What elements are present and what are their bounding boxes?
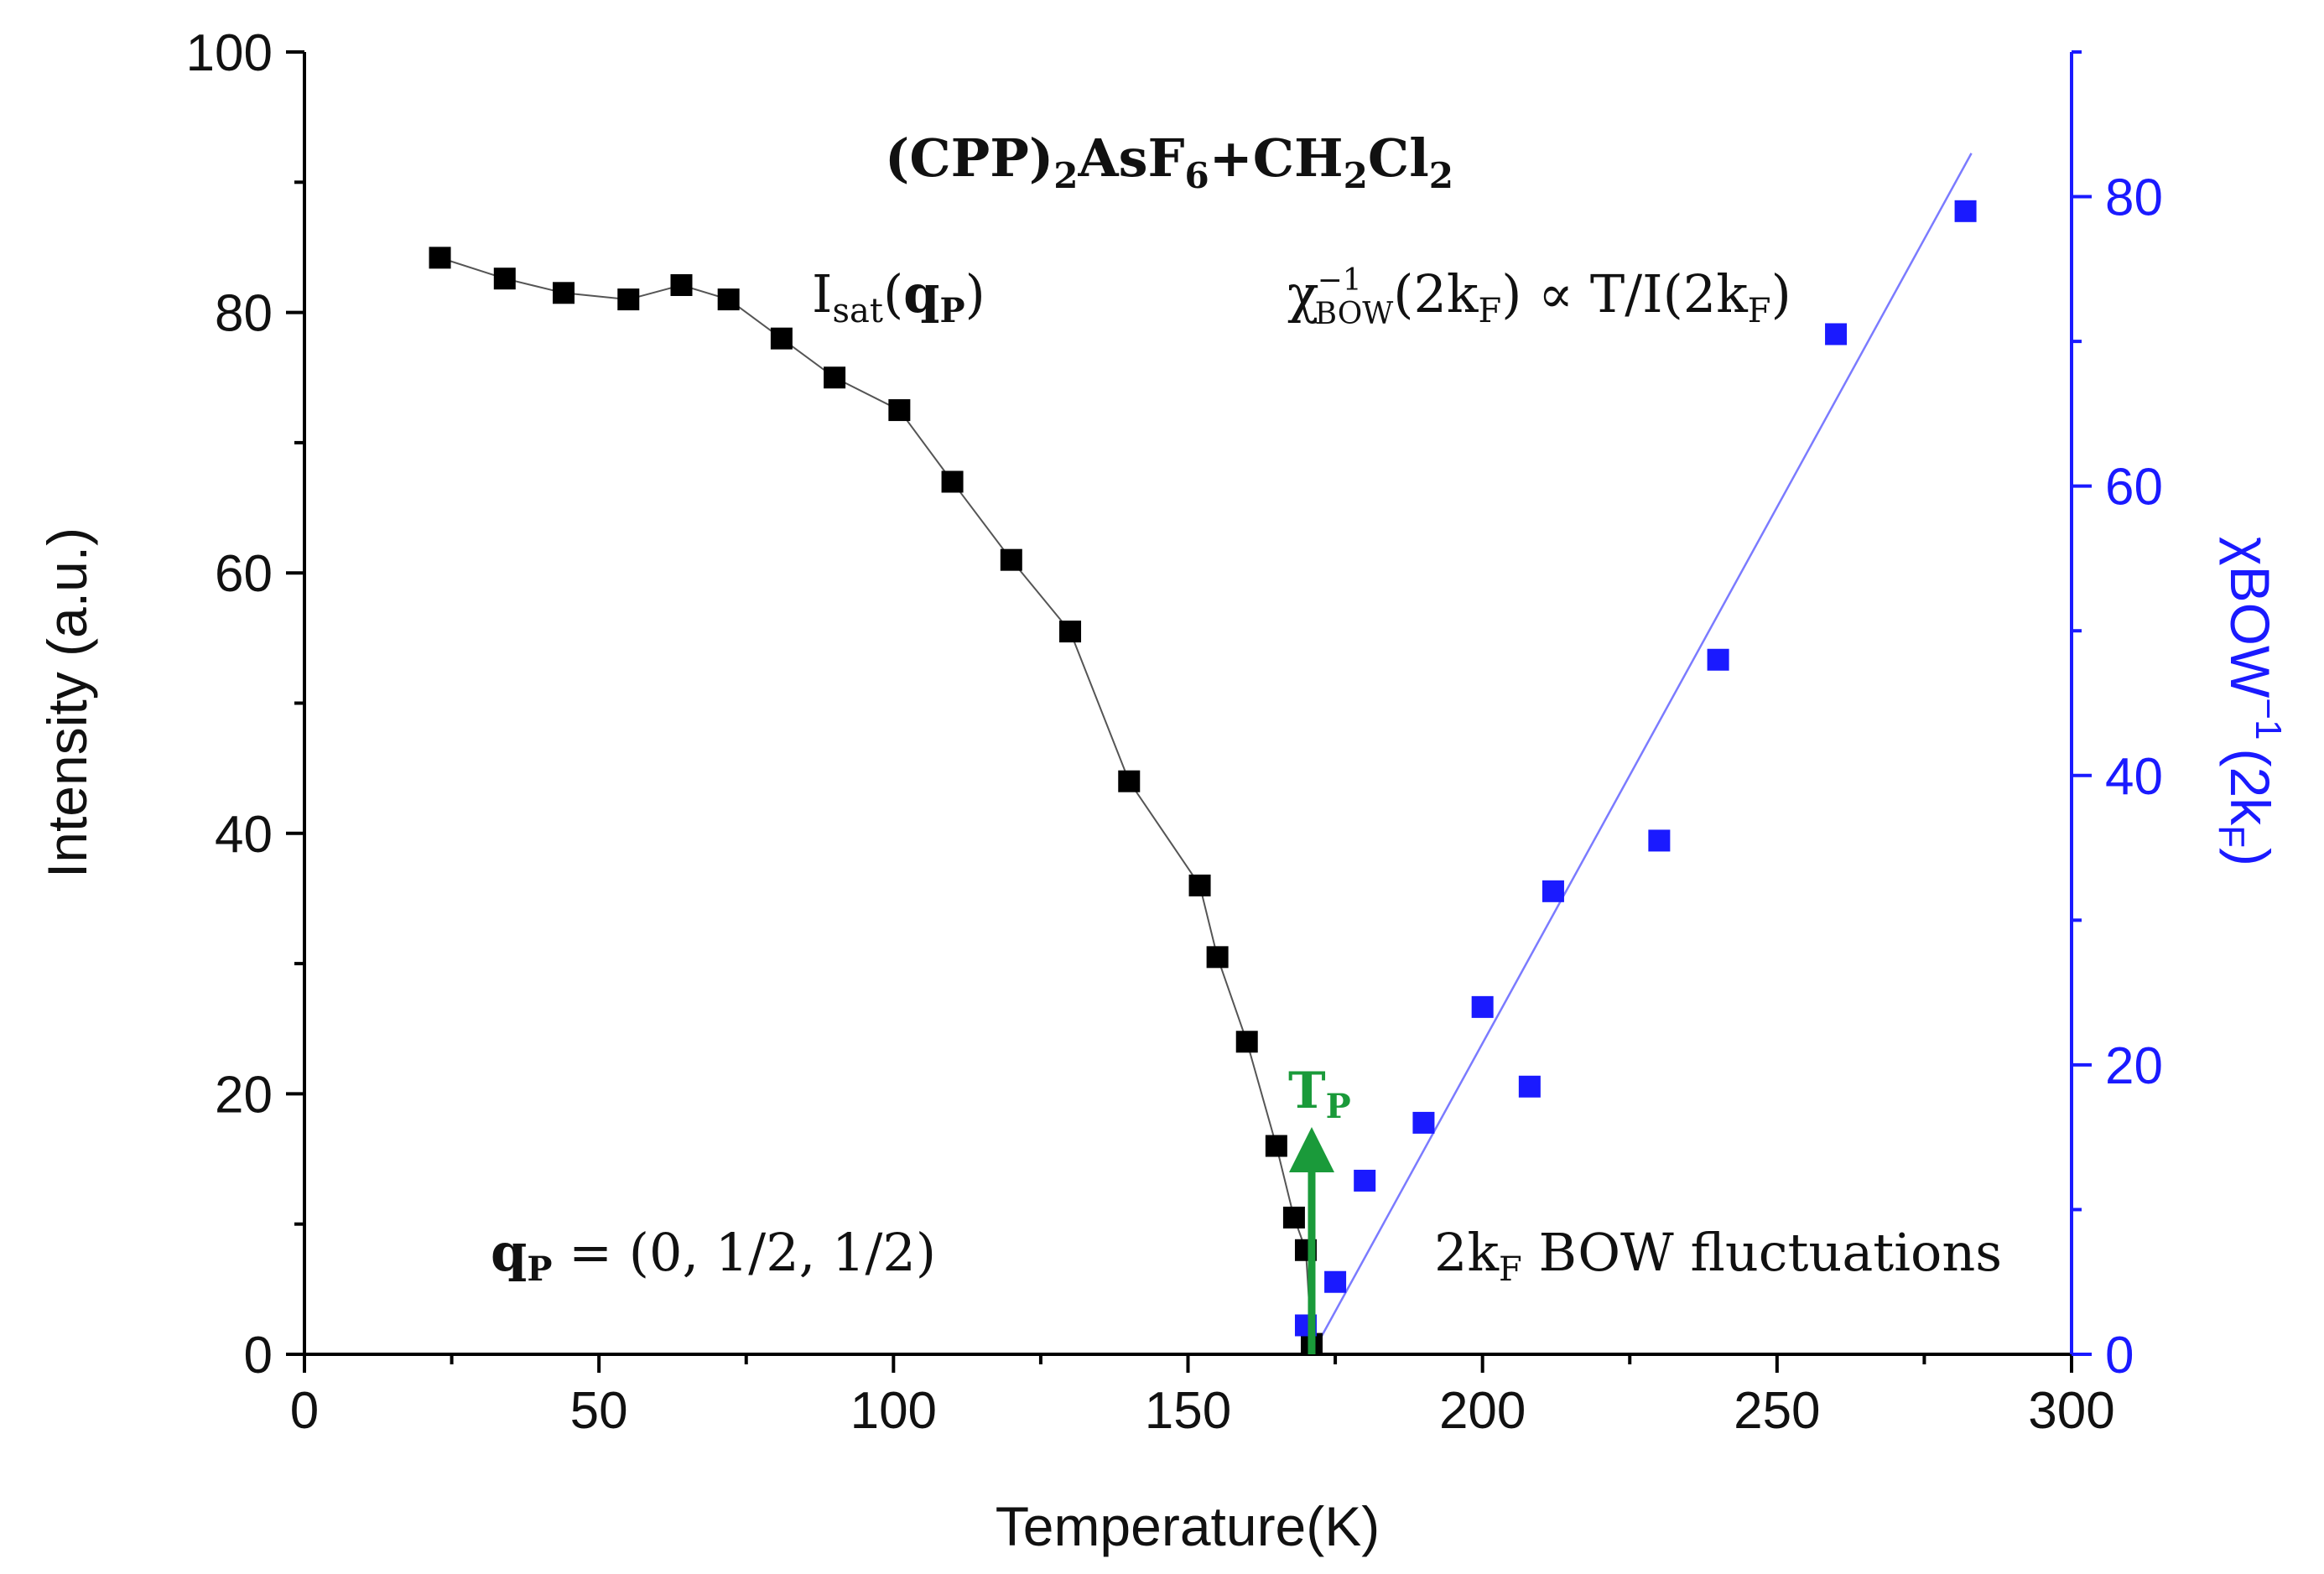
series-0-point-1 (493, 268, 516, 290)
title-part-1: (CPP) (885, 127, 1053, 189)
series-1-point-6 (1542, 880, 1564, 902)
series-1-point-4 (1471, 995, 1494, 1018)
series-0-point-12 (1118, 770, 1141, 792)
x-tick-label-4: 200 (1439, 1382, 1526, 1440)
y2-tick-label-4: 80 (2105, 169, 2163, 227)
x-tick-label-5: 250 (1734, 1382, 1820, 1440)
series-0-point-16 (1265, 1135, 1287, 1157)
tp-label: TP (1288, 1062, 1351, 1126)
chi-sub: BOW (1315, 297, 1394, 331)
series-1-point-3 (1412, 1111, 1435, 1134)
fluct-rest: BOW fluctuations (1522, 1222, 2002, 1283)
qp-label: qP = (0, 1/2, 1/2) (491, 1222, 936, 1289)
qp-main: q (491, 1222, 527, 1283)
y-tick-label-2: 40 (215, 806, 273, 864)
series-1-point-5 (1518, 1075, 1541, 1098)
series-0-point-2 (553, 282, 575, 304)
title-sub-2: 6 (1185, 155, 1209, 196)
series-0-point-4 (670, 273, 693, 296)
x-tick-label-6: 300 (2028, 1382, 2114, 1440)
y2-axis-label: χBOW−1 (2kF) (2211, 537, 2289, 866)
series-1-point-1 (1324, 1270, 1347, 1293)
y2-tick-label-0: 0 (2105, 1327, 2134, 1384)
y2-tick-label-3: 60 (2105, 459, 2163, 517)
chi-rest3: ) (1771, 263, 1791, 325)
y-tick-label-1: 20 (215, 1066, 273, 1124)
title-part-2: AsF (1078, 127, 1185, 189)
title-sub-4: 2 (1429, 155, 1453, 196)
x-axis-label: Temperature(K) (996, 1495, 1380, 1557)
y2-label-rest: (2k (2219, 748, 2281, 826)
series-1-point-2 (1354, 1169, 1376, 1192)
y2-label-close: ) (2219, 848, 2281, 866)
chi-sup: −1 (1318, 263, 1362, 298)
x-tick-label-2: 100 (850, 1382, 937, 1440)
y-tick-label-3: 60 (215, 545, 273, 603)
axes (303, 52, 2073, 1356)
series-0-point-11 (1059, 621, 1082, 643)
chi-rest1: (2k (1393, 263, 1479, 325)
isat-qsub: P (940, 291, 965, 330)
y-tick-label-4: 80 (215, 285, 273, 343)
svg-text:χBOW−1(2kF): χBOW−1 (2kF) (2211, 537, 2289, 866)
series-0-line (439, 257, 1313, 1344)
series-0-point-8 (888, 399, 911, 422)
chart-title: (CPP)2AsF6+CH2Cl2 (885, 127, 1453, 196)
tp-sub: P (1326, 1087, 1351, 1126)
title-part-3: +CH (1209, 127, 1344, 189)
chi-label: χ−1 BOW(2kF) ∝ T/I(2kF) (1287, 263, 1791, 331)
y-tick-label-0: 0 (244, 1327, 273, 1384)
y-axis-label: Intensity (a.u.) (36, 527, 98, 878)
fluctuations-label: 2kF BOW fluctuations (1434, 1222, 2002, 1289)
chi-rest1-sub: F (1479, 292, 1502, 330)
series-0-point-9 (941, 470, 964, 493)
y2-label-sub: F (2211, 825, 2252, 848)
title-part-4: Cl (1368, 127, 1429, 189)
series-0-point-3 (617, 288, 640, 311)
series-0-point-17 (1282, 1206, 1305, 1229)
tp-main: T (1288, 1062, 1326, 1120)
isat-q: q (903, 263, 939, 325)
title-sub-1: 2 (1053, 155, 1078, 196)
y2-tick-label-2: 40 (2105, 748, 2163, 806)
x-tick-label-0: 0 (290, 1382, 319, 1440)
x-tick-label-3: 150 (1145, 1382, 1231, 1440)
series-0-point-6 (770, 327, 793, 350)
y2-tick-label-1: 20 (2105, 1037, 2163, 1095)
isat-open: ( (883, 263, 903, 325)
y2-label-main: χBOW (2219, 537, 2281, 699)
series-1-point-9 (1825, 323, 1848, 345)
series-1-point-10 (1954, 200, 1977, 222)
title-sub-3: 2 (1344, 155, 1368, 196)
chi-main: χ (1287, 263, 1319, 325)
isat-label: Isat(qP) (812, 263, 985, 330)
isat-close: ) (965, 263, 985, 325)
series-0-point-15 (1235, 1031, 1258, 1053)
fluct-sub: F (1499, 1250, 1522, 1289)
series-0-point-0 (429, 247, 451, 269)
series-0-point-13 (1188, 874, 1211, 896)
qp-rest: = (0, 1/2, 1/2) (552, 1222, 936, 1283)
qp-sub: P (527, 1249, 552, 1289)
isat-main: I (812, 263, 833, 325)
tp-marker: TP (1288, 1062, 1351, 1354)
chi-rest2: ) ∝ T/I(2k (1501, 263, 1748, 325)
series-1-point-7 (1648, 829, 1671, 852)
isat-sub: sat (833, 292, 883, 330)
y-tick-label-5: 100 (186, 24, 273, 82)
series-0-point-14 (1206, 946, 1229, 969)
fit-line (1310, 153, 1973, 1355)
series-0-point-10 (1000, 548, 1022, 571)
series-0-point-5 (717, 288, 740, 311)
series-lines (439, 153, 1973, 1355)
markers (429, 200, 1977, 1355)
chi-rest2-sub: F (1748, 292, 1771, 330)
series-1-point-8 (1707, 648, 1729, 671)
series-0-point-7 (824, 366, 846, 389)
fluct-main: 2k (1434, 1222, 1499, 1283)
x-tick-label-1: 50 (570, 1382, 628, 1440)
y2-label-sup: −1 (2248, 698, 2289, 740)
